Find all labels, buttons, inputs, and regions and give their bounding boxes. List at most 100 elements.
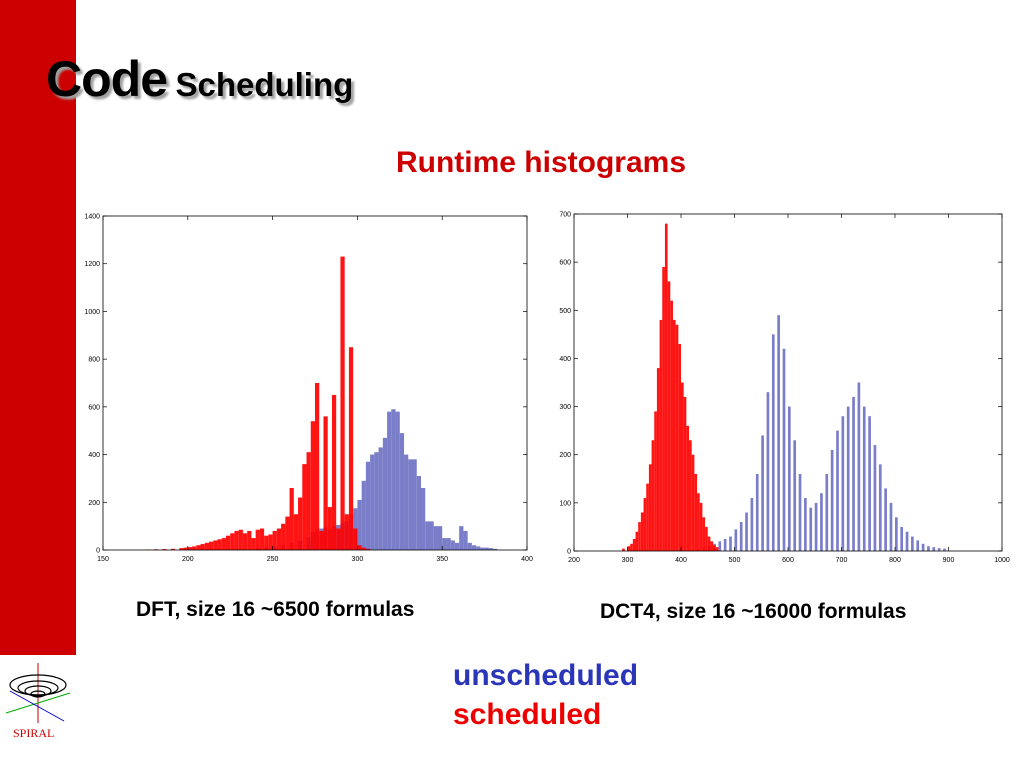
- bar-unscheduled: [890, 503, 893, 551]
- bar-scheduled: [657, 368, 660, 551]
- bar-scheduled: [662, 267, 665, 551]
- bar-scheduled: [697, 493, 700, 551]
- bar-scheduled: [290, 488, 294, 550]
- bar-unscheduled: [735, 529, 738, 551]
- bar-scheduled: [222, 538, 226, 550]
- bar-scheduled: [692, 455, 695, 551]
- y-tick-label: 700: [559, 212, 571, 219]
- bar-scheduled: [357, 545, 361, 550]
- bar-unscheduled: [366, 462, 370, 550]
- bar-unscheduled: [442, 538, 446, 550]
- bar-unscheduled: [391, 409, 395, 550]
- bar-scheduled: [686, 426, 689, 551]
- bar-scheduled: [239, 530, 243, 550]
- bar-unscheduled: [831, 450, 834, 551]
- bar-unscheduled: [740, 522, 743, 551]
- bar-scheduled: [234, 531, 238, 550]
- y-tick-label: 1400: [84, 214, 100, 221]
- y-tick-label: 200: [559, 452, 571, 459]
- x-tick-label: 400: [521, 556, 533, 563]
- bar-unscheduled: [476, 546, 480, 550]
- bar-scheduled: [298, 498, 302, 550]
- series-scheduled: [145, 257, 370, 550]
- x-tick-label: 1000: [994, 557, 1010, 564]
- bar-scheduled: [323, 416, 327, 550]
- bar-unscheduled: [400, 433, 404, 550]
- bar-unscheduled: [772, 334, 775, 551]
- bar-scheduled: [670, 301, 673, 551]
- x-tick-label: 900: [943, 557, 955, 564]
- bar-unscheduled: [434, 526, 438, 550]
- bar-unscheduled: [729, 537, 732, 551]
- bar-unscheduled: [911, 537, 914, 551]
- bar-unscheduled: [396, 412, 400, 550]
- bar-scheduled: [654, 411, 657, 551]
- y-tick-label: 800: [88, 357, 100, 364]
- bar-scheduled: [302, 464, 306, 550]
- y-tick-label: 400: [88, 452, 100, 459]
- bar-unscheduled: [751, 498, 754, 551]
- bar-unscheduled: [783, 349, 786, 551]
- bar-unscheduled: [761, 435, 764, 551]
- bar-unscheduled: [793, 440, 796, 551]
- bar-unscheduled: [884, 488, 887, 551]
- bar-unscheduled: [836, 431, 839, 551]
- bar-unscheduled: [379, 447, 383, 550]
- bar-scheduled: [716, 547, 719, 551]
- bar-scheduled: [311, 421, 315, 550]
- bar-scheduled: [294, 514, 298, 550]
- bar-unscheduled: [847, 407, 850, 551]
- x-tick-label: 700: [836, 557, 848, 564]
- bar-scheduled: [256, 530, 260, 550]
- bar-unscheduled: [777, 315, 780, 551]
- bar-scheduled: [226, 536, 230, 550]
- bar-scheduled: [192, 546, 196, 550]
- bar-unscheduled: [459, 526, 463, 550]
- bar-unscheduled: [788, 407, 791, 551]
- slide-title: Code Scheduling: [46, 50, 353, 108]
- y-tick-label: 500: [559, 308, 571, 315]
- bar-unscheduled: [815, 503, 818, 551]
- x-tick-label: 800: [889, 557, 901, 564]
- bar-unscheduled: [463, 531, 467, 550]
- bar-unscheduled: [868, 416, 871, 551]
- bar-unscheduled: [927, 546, 930, 551]
- bar-scheduled: [678, 344, 681, 551]
- bar-unscheduled: [408, 459, 412, 550]
- bar-unscheduled: [404, 455, 408, 550]
- bar-unscheduled: [468, 543, 472, 550]
- y-tick-label: 600: [88, 404, 100, 411]
- bar-scheduled: [277, 529, 281, 550]
- x-tick-label: 500: [729, 557, 741, 564]
- bar-scheduled: [319, 531, 323, 550]
- bar-unscheduled: [820, 493, 823, 551]
- bar-scheduled: [633, 539, 636, 551]
- bar-scheduled: [681, 383, 684, 552]
- bar-scheduled: [332, 395, 336, 550]
- dft-caption: DFT, size 16 ~6500 formulas: [136, 598, 414, 622]
- bar-unscheduled: [357, 500, 361, 550]
- bar-unscheduled: [417, 476, 421, 550]
- bar-scheduled: [710, 541, 713, 551]
- bar-scheduled: [630, 544, 633, 551]
- bar-unscheduled: [900, 527, 903, 551]
- x-tick-label: 350: [436, 556, 448, 563]
- y-tick-label: 300: [559, 404, 571, 411]
- bar-scheduled: [345, 514, 349, 550]
- bar-scheduled: [328, 507, 332, 550]
- x-tick-label: 300: [622, 557, 634, 564]
- y-tick-label: 1200: [84, 261, 100, 268]
- bar-scheduled: [230, 533, 234, 550]
- bar-unscheduled: [724, 539, 727, 551]
- x-tick-label: 150: [97, 556, 109, 563]
- y-tick-label: 600: [559, 260, 571, 267]
- bar-scheduled: [353, 529, 357, 550]
- bar-unscheduled: [804, 498, 807, 551]
- bar-unscheduled: [852, 397, 855, 551]
- dct4-caption: DCT4, size 16 ~16000 formulas: [600, 600, 906, 624]
- bar-scheduled: [644, 498, 647, 551]
- bar-scheduled: [349, 347, 353, 550]
